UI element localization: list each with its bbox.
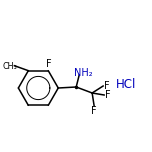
Text: CH₃: CH₃ [2, 62, 17, 71]
Text: F: F [105, 90, 111, 100]
Text: HCl: HCl [116, 78, 136, 92]
Text: F: F [47, 59, 52, 69]
Text: F: F [104, 81, 110, 91]
Text: F: F [91, 106, 97, 116]
Text: NH₂: NH₂ [74, 68, 93, 78]
